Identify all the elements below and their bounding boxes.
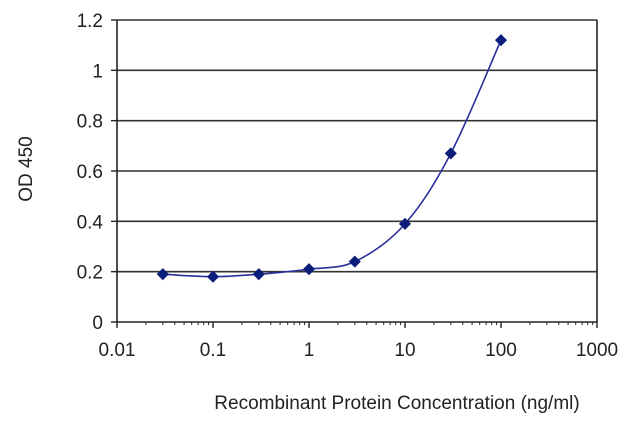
y-axis-title: OD 450 bbox=[16, 136, 37, 201]
data-point-7 bbox=[494, 34, 508, 47]
data-point-3 bbox=[302, 263, 316, 276]
data-point-6 bbox=[444, 147, 457, 160]
data-point-0 bbox=[156, 268, 169, 281]
x-tick-label-4: 100 bbox=[485, 340, 517, 361]
y-tick-label-4: 0.8 bbox=[77, 112, 103, 133]
x-tick-label-1: 0.1 bbox=[200, 340, 226, 361]
x-tick-label-2: 1 bbox=[304, 340, 315, 361]
y-tick-label-5: 1 bbox=[92, 61, 103, 82]
gridlines bbox=[117, 19, 597, 273]
data-point-5 bbox=[398, 217, 412, 230]
x-tick-label-3: 10 bbox=[394, 340, 415, 361]
x-tick-label-0: 0.01 bbox=[99, 340, 136, 361]
y-tick-label-0: 0 bbox=[92, 313, 103, 334]
x-tick-label-5: 1000 bbox=[576, 340, 618, 361]
data-point-4 bbox=[348, 255, 361, 268]
y-tick-label-6: 1.2 bbox=[77, 11, 103, 32]
y-tick-label-3: 0.6 bbox=[77, 162, 103, 183]
data-point-2 bbox=[252, 268, 265, 281]
x-axis-title: Recombinant Protein Concentration (ng/ml… bbox=[214, 393, 579, 414]
y-tick-label-1: 0.2 bbox=[77, 263, 103, 284]
y-tick-label-2: 0.4 bbox=[77, 212, 104, 233]
axes bbox=[111, 19, 598, 328]
tick-labels: 0 0.2 0.4 0.6 0.8 1 1.2 0.01 0.1 1 10 100 1000 bbox=[77, 11, 619, 361]
data-points bbox=[156, 34, 508, 283]
data-point-1 bbox=[206, 270, 220, 283]
